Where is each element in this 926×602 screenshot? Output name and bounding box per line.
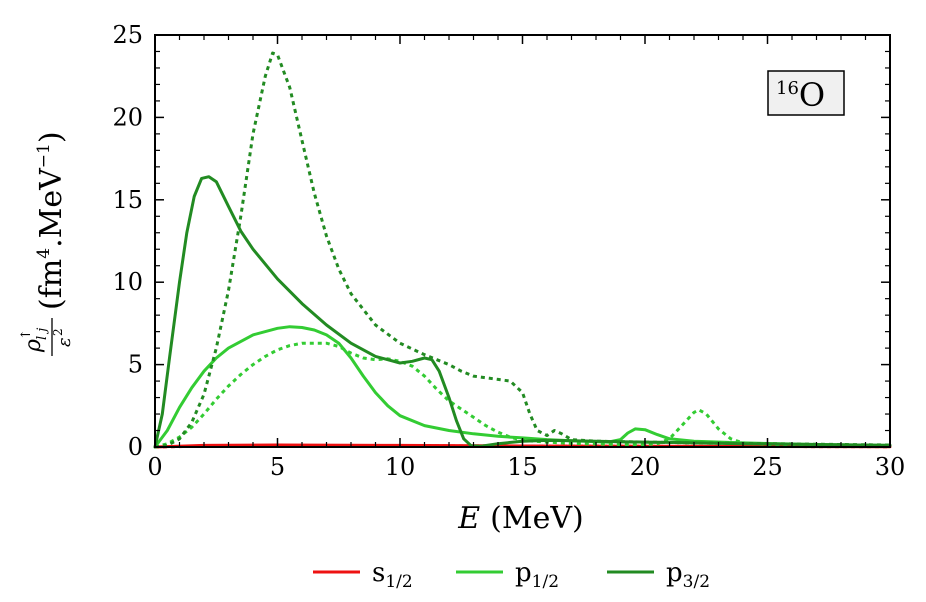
y-axis-arrow: ↑ (19, 329, 34, 340)
x-tick-label: 25 (752, 453, 783, 481)
x-tick-label: 30 (875, 453, 906, 481)
y-axis-lj: l j (35, 328, 50, 340)
y-tick-label: 5 (128, 351, 143, 379)
legend-label-p32: p (666, 558, 683, 588)
svg-text:p3/2: p3/2 (666, 558, 710, 592)
x-tick-label: 0 (147, 453, 162, 481)
x-tick-label: 15 (507, 453, 538, 481)
annotation-box (767, 70, 845, 116)
legend-item-p32: p3/2 (607, 558, 710, 592)
series-line-p12-dotted (154, 341, 891, 449)
y-tick-label: 15 (112, 186, 143, 214)
x-axis-unit: (MeV) (490, 501, 584, 536)
y-axis-title: ρ ↑ l j ε 2 (fm4.MeV−1) (19, 131, 75, 356)
legend-sub-p12: 1/2 (532, 572, 559, 592)
x-axis-title: E (MeV) (457, 501, 583, 536)
annotation-mass: 16 (776, 78, 799, 99)
y-tick-label: 20 (112, 103, 143, 131)
legend-item-s12: s1/2 (313, 558, 413, 592)
svg-text:p1/2: p1/2 (515, 558, 559, 592)
legend-sub-p32: 3/2 (683, 572, 710, 592)
y-axis-eps-power: 2 (51, 328, 65, 336)
svg-text:16O: 16O (776, 76, 825, 114)
svg-text:s1/2: s1/2 (372, 558, 413, 592)
x-tick-label: 20 (630, 453, 661, 481)
y-tick-label: 10 (112, 268, 143, 296)
y-axis-unit: (fm4.MeV−1) (34, 131, 69, 310)
legend-item-p12: p1/2 (456, 558, 559, 592)
nucleus-annotation: 16O (767, 70, 845, 116)
legend: s1/2 p1/2 p3/2 (313, 558, 710, 592)
legend-sub-s12: 1/2 (385, 572, 412, 592)
series-line-p32-dotted (154, 51, 891, 449)
legend-label-s12: s (372, 558, 385, 588)
x-axis-var: E (457, 501, 480, 536)
series-line-p32-solid (153, 175, 892, 449)
y-tick-label: 25 (112, 21, 143, 49)
annotation-element: O (799, 76, 825, 114)
x-tick-label: 10 (385, 453, 416, 481)
y-tick-label: 0 (128, 433, 143, 461)
series-line-p12-solid (153, 325, 892, 449)
y-axis-eps: ε (54, 337, 75, 347)
axis-ticks: 0 5 10 15 20 25 30 0 5 10 15 20 25 (112, 21, 905, 481)
legend-label-p12: p (515, 558, 532, 588)
x-tick-label: 5 (270, 453, 285, 481)
y-axis-rho: ρ (21, 339, 46, 353)
